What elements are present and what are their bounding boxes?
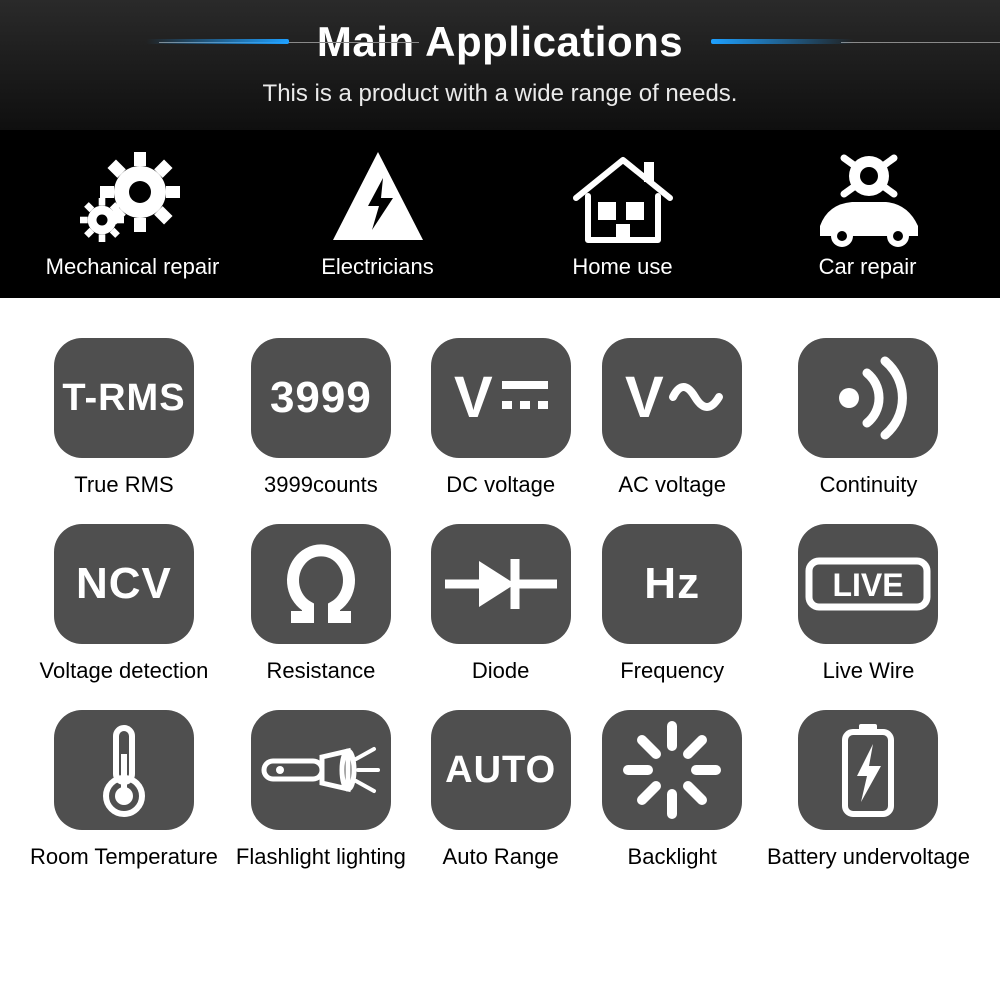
accent-line-left <box>29 41 289 44</box>
feature-temperature: Room Temperature <box>30 710 218 870</box>
feature-label: 3999counts <box>236 472 406 498</box>
applications-bar: Mechanical repair Electricians Hom <box>0 130 1000 298</box>
hz-icon: Hz <box>602 524 742 644</box>
app-label: Electricians <box>255 254 500 280</box>
feature-diode: Diode <box>424 524 578 684</box>
battery-bolt-icon <box>798 710 938 830</box>
feature-label: DC voltage <box>424 472 578 498</box>
gear-icon <box>10 148 255 248</box>
auto-icon: AUTO <box>431 710 571 830</box>
flashlight-icon <box>251 710 391 830</box>
feature-label: Voltage detection <box>30 658 218 684</box>
feature-live-wire: LIVE Live Wire <box>767 524 970 684</box>
counts-icon: 3999 <box>251 338 391 458</box>
ac-voltage-icon: V <box>602 338 742 458</box>
ncv-icon: NCV <box>54 524 194 644</box>
feature-label: True RMS <box>30 472 218 498</box>
page-subtitle: This is a product with a wide range of n… <box>0 80 1000 108</box>
feature-flashlight: Flashlight lighting <box>236 710 406 870</box>
feature-dc-voltage: V DC voltage <box>424 338 578 498</box>
app-label: Home use <box>500 254 745 280</box>
feature-resistance: Resistance <box>236 524 406 684</box>
svg-text:V: V <box>625 365 664 430</box>
feature-label: Flashlight lighting <box>236 844 406 870</box>
header: Main Applications This is a product with… <box>0 0 1000 130</box>
feature-label: Battery undervoltage <box>767 844 970 870</box>
app-item-mechanical: Mechanical repair <box>10 148 255 280</box>
feature-continuity: Continuity <box>767 338 970 498</box>
app-item-electricians: Electricians <box>255 148 500 280</box>
app-item-car: Car repair <box>745 148 990 280</box>
feature-frequency: Hz Frequency <box>595 524 749 684</box>
feature-ac-voltage: V AC voltage <box>595 338 749 498</box>
continuity-icon <box>798 338 938 458</box>
svg-text:V: V <box>454 365 493 430</box>
app-label: Mechanical repair <box>10 254 255 280</box>
car-repair-icon <box>745 148 990 248</box>
electrician-icon <box>255 148 500 248</box>
feature-3999counts: 3999 3999counts <box>236 338 406 498</box>
svg-text:LIVE: LIVE <box>833 567 904 603</box>
feature-label: Live Wire <box>767 658 970 684</box>
diode-icon <box>431 524 571 644</box>
title-row: Main Applications <box>0 18 1000 66</box>
feature-battery: Battery undervoltage <box>767 710 970 870</box>
house-icon <box>500 148 745 248</box>
backlight-icon <box>602 710 742 830</box>
feature-auto-range: AUTO Auto Range <box>424 710 578 870</box>
feature-label: AC voltage <box>595 472 749 498</box>
dc-voltage-icon: V <box>431 338 571 458</box>
trms-icon: T-RMS <box>54 338 194 458</box>
feature-ncv: NCV Voltage detection <box>30 524 218 684</box>
feature-backlight: Backlight <box>595 710 749 870</box>
ohm-icon <box>251 524 391 644</box>
feature-label: Backlight <box>595 844 749 870</box>
live-icon: LIVE <box>798 524 938 644</box>
accent-line-right <box>711 41 971 44</box>
feature-true-rms: T-RMS True RMS <box>30 338 218 498</box>
features-section: T-RMS True RMS 3999 3999counts V DC volt… <box>0 298 1000 890</box>
app-label: Car repair <box>745 254 990 280</box>
feature-label: Frequency <box>595 658 749 684</box>
feature-label: Continuity <box>767 472 970 498</box>
feature-label: Diode <box>424 658 578 684</box>
feature-label: Resistance <box>236 658 406 684</box>
feature-label: Auto Range <box>424 844 578 870</box>
features-grid: T-RMS True RMS 3999 3999counts V DC volt… <box>30 338 970 870</box>
thermometer-icon <box>54 710 194 830</box>
feature-label: Room Temperature <box>30 844 218 870</box>
app-item-home: Home use <box>500 148 745 280</box>
